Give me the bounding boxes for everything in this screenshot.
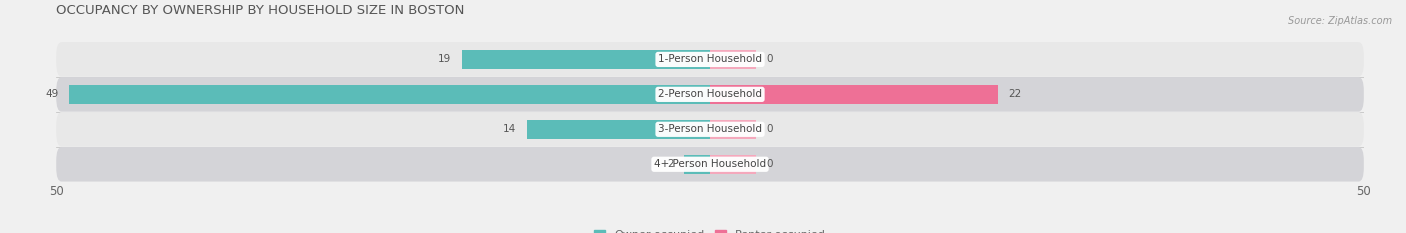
Text: 0: 0 [766,159,773,169]
Bar [683,155,710,174]
Text: 2-Person Household: 2-Person Household [658,89,762,99]
Bar [527,120,710,139]
Text: 0: 0 [766,124,773,134]
Legend: Owner-occupied, Renter-occupied: Owner-occupied, Renter-occupied [589,225,831,233]
Text: 22: 22 [1008,89,1021,99]
Text: OCCUPANCY BY OWNERSHIP BY HOUSEHOLD SIZE IN BOSTON: OCCUPANCY BY OWNERSHIP BY HOUSEHOLD SIZE… [56,4,464,17]
Text: 14: 14 [503,124,516,134]
Text: 0: 0 [766,55,773,64]
Bar [710,120,756,139]
Bar [69,85,710,104]
Bar [461,50,710,69]
FancyBboxPatch shape [56,112,1364,147]
FancyBboxPatch shape [56,42,1364,77]
Text: 49: 49 [45,89,59,99]
Bar [710,85,998,104]
Bar [710,50,756,69]
Text: Source: ZipAtlas.com: Source: ZipAtlas.com [1288,16,1392,26]
Text: 1-Person Household: 1-Person Household [658,55,762,64]
Text: 2: 2 [666,159,673,169]
Bar [710,155,756,174]
Text: 19: 19 [437,55,451,64]
FancyBboxPatch shape [56,77,1364,112]
Text: 4+ Person Household: 4+ Person Household [654,159,766,169]
FancyBboxPatch shape [56,147,1364,182]
Text: 3-Person Household: 3-Person Household [658,124,762,134]
